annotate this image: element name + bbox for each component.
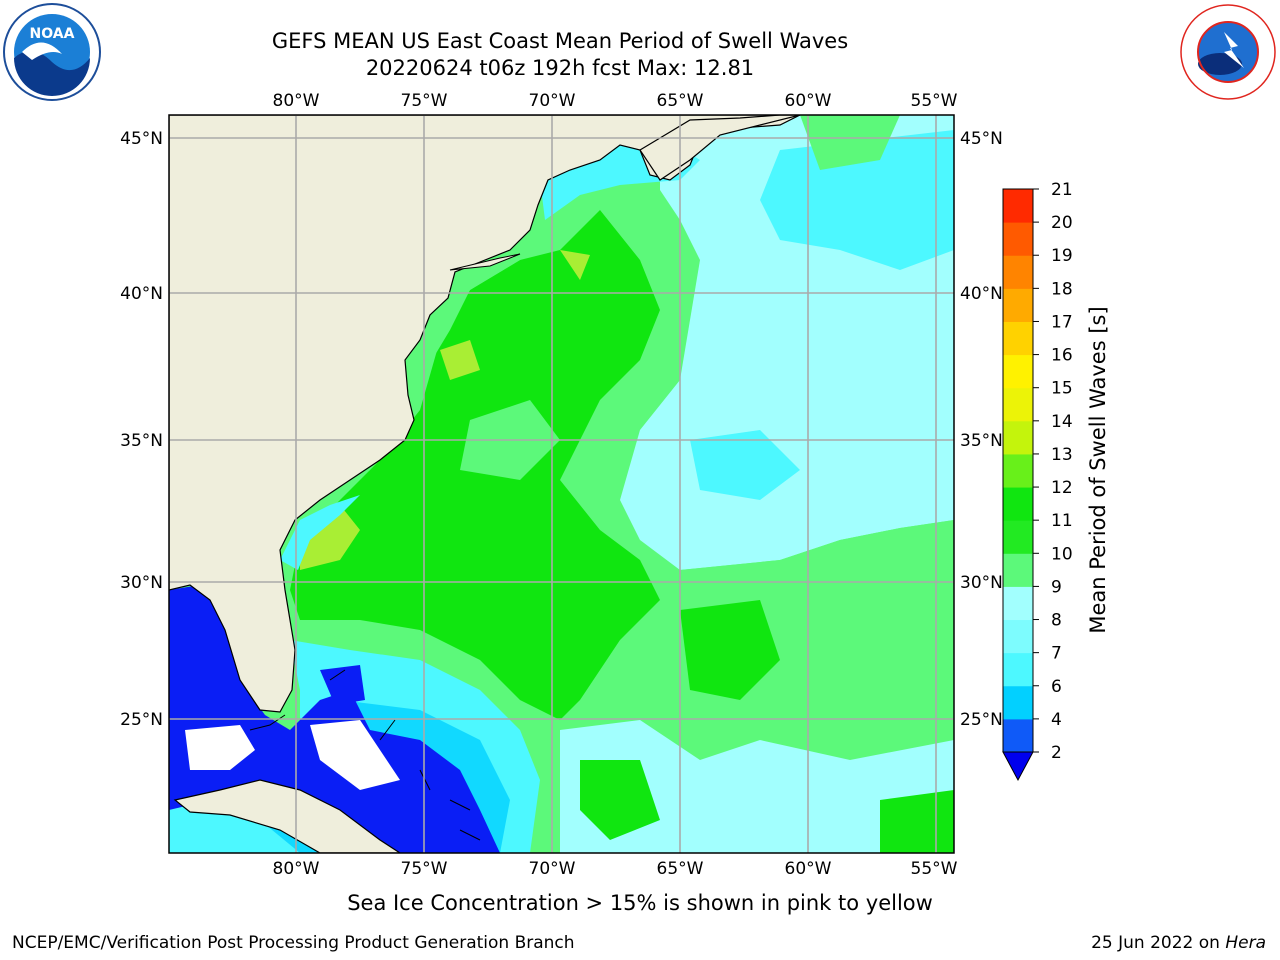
colorbar-tick-label: 11 [1051, 511, 1073, 531]
lon-label: 65°W [657, 859, 704, 879]
colorbar-tick-label: 21 [1051, 180, 1073, 200]
lat-label: 35°N [120, 431, 163, 451]
colorbar-segment [1003, 453, 1033, 488]
sea-ice-note-text: Sea Ice Concentration > 15% is shown in … [347, 891, 933, 915]
map-subtitle: 20220624 t06z 192h fcst Max: 12.81 [365, 56, 755, 80]
date-text: 25 Jun 2022 on Hera [1091, 933, 1266, 953]
colorbar-tick-label: 9 [1051, 577, 1062, 597]
colorbar-tick-label: 19 [1051, 246, 1073, 266]
nws-logo-icon [1180, 4, 1276, 100]
colorbar-tick-label: 4 [1051, 710, 1062, 730]
colorbar-segment [1003, 288, 1033, 322]
colorbar: 2 4 6 7 8 9 10 11 12 13 14 15 16 17 18 19 20 21 [1002, 180, 1073, 782]
colorbar-segment [1003, 685, 1033, 720]
colorbar-segment [1003, 354, 1033, 389]
swell-region-cyan-coast-carolina [280, 495, 360, 570]
lat-labels-right: 45°N 40°N 35°N 30°N 25°N [960, 129, 1003, 730]
swell-region-bright-green-se3 [880, 790, 954, 853]
lat-label: 35°N [960, 431, 1003, 451]
machine-name: Hera [1225, 933, 1266, 953]
colorbar-tick-label: 17 [1051, 312, 1073, 332]
colorbar-segment [1003, 520, 1033, 554]
colorbar-tick-label: 6 [1051, 677, 1062, 697]
colorbar-tick-label: 16 [1051, 346, 1073, 366]
swell-region-cyan-mid [690, 430, 800, 500]
colorbar-segment [1003, 189, 1033, 223]
colorbar-segment [1003, 222, 1033, 256]
lon-labels-bottom: 80°W 75°W 70°W 65°W 60°W 55°W [273, 859, 958, 879]
colorbar-tick-label: 20 [1051, 213, 1073, 233]
lat-labels-left: 45°N 40°N 35°N 30°N 25°N [120, 129, 163, 730]
lat-label: 40°N [960, 284, 1003, 304]
colorbar-under-triangle [1002, 751, 1034, 782]
colorbar-segment [1003, 619, 1033, 654]
credit-text: NCEP/EMC/Verification Post Processing Pr… [12, 933, 575, 953]
colorbar-label: Mean Period of Swell Waves [s] [1086, 306, 1110, 633]
swell-region-white-gulf [185, 725, 255, 770]
bahamas-islands [329, 669, 481, 841]
colorbar-segment [1003, 553, 1033, 587]
lat-label: 45°N [120, 129, 163, 149]
swell-region-green-patch-ne [800, 115, 900, 170]
colorbar-segment [1003, 387, 1033, 422]
graticule [169, 115, 954, 853]
lat-label: 30°N [960, 573, 1003, 593]
lon-label: 60°W [785, 91, 832, 111]
sea-ice-note: Sea Ice Concentration > 15% is shown in … [0, 891, 1280, 915]
map-frame [168, 114, 955, 854]
colorbar-segment [1003, 420, 1033, 455]
lon-label: 70°W [529, 91, 576, 111]
svg-text:NOAA: NOAA [30, 26, 75, 42]
lon-label: 75°W [401, 91, 448, 111]
lon-label: 80°W [273, 91, 320, 111]
noaa-logo-icon: NOAA [3, 3, 101, 101]
colorbar-tick-label: 7 [1051, 644, 1062, 664]
swell-region-bright-green-se [680, 600, 780, 700]
colorbar-tick-label: 8 [1051, 611, 1062, 631]
us-land [169, 115, 801, 713]
long-island-land [449, 253, 521, 271]
cuba-land [173, 779, 402, 853]
colorbar-tick-label: 13 [1051, 445, 1073, 465]
date-value: 25 Jun 2022 on [1091, 933, 1220, 953]
colorbar-segment [1003, 321, 1033, 356]
colorbar-tick-label: 15 [1051, 379, 1073, 399]
colorbar-tick-label: 14 [1051, 412, 1073, 432]
colorbar-tick-label: 18 [1051, 279, 1073, 299]
lat-label: 25°N [960, 710, 1003, 730]
lon-label: 55°W [911, 859, 958, 879]
lon-label: 70°W [529, 859, 576, 879]
lon-label: 80°W [273, 859, 320, 879]
lat-label: 40°N [120, 284, 163, 304]
swell-region-bright-green-se2 [580, 760, 660, 840]
swell-region-yellow-green-3 [560, 250, 590, 280]
lat-label: 25°N [120, 710, 163, 730]
colorbar-tick-label: 2 [1051, 743, 1062, 763]
swell-region-blue-bahamas [320, 665, 365, 705]
lon-label: 60°W [785, 859, 832, 879]
colorbar-segment [1003, 586, 1033, 621]
lat-label: 45°N [960, 129, 1003, 149]
map-title: GEFS MEAN US East Coast Mean Period of S… [271, 29, 849, 53]
colorbar-segment [1003, 652, 1033, 687]
lon-label: 65°W [657, 91, 704, 111]
swell-region-white-bahamas [310, 720, 400, 790]
map-area[interactable] [169, 115, 954, 853]
lon-labels-top: 80°W 75°W 70°W 65°W 60°W 55°W [273, 91, 958, 111]
colorbar-tick-label: 10 [1051, 544, 1073, 564]
colorbar-outline [1002, 188, 1034, 753]
lon-label: 75°W [401, 859, 448, 879]
swell-region-yellow-green-2 [440, 340, 480, 380]
lon-label: 55°W [911, 91, 958, 111]
colorbar-segment [1003, 718, 1033, 753]
colorbar-segment [1003, 487, 1033, 521]
colorbar-tick-label: 12 [1051, 478, 1073, 498]
lat-label: 30°N [120, 573, 163, 593]
colorbar-segment [1003, 255, 1033, 289]
